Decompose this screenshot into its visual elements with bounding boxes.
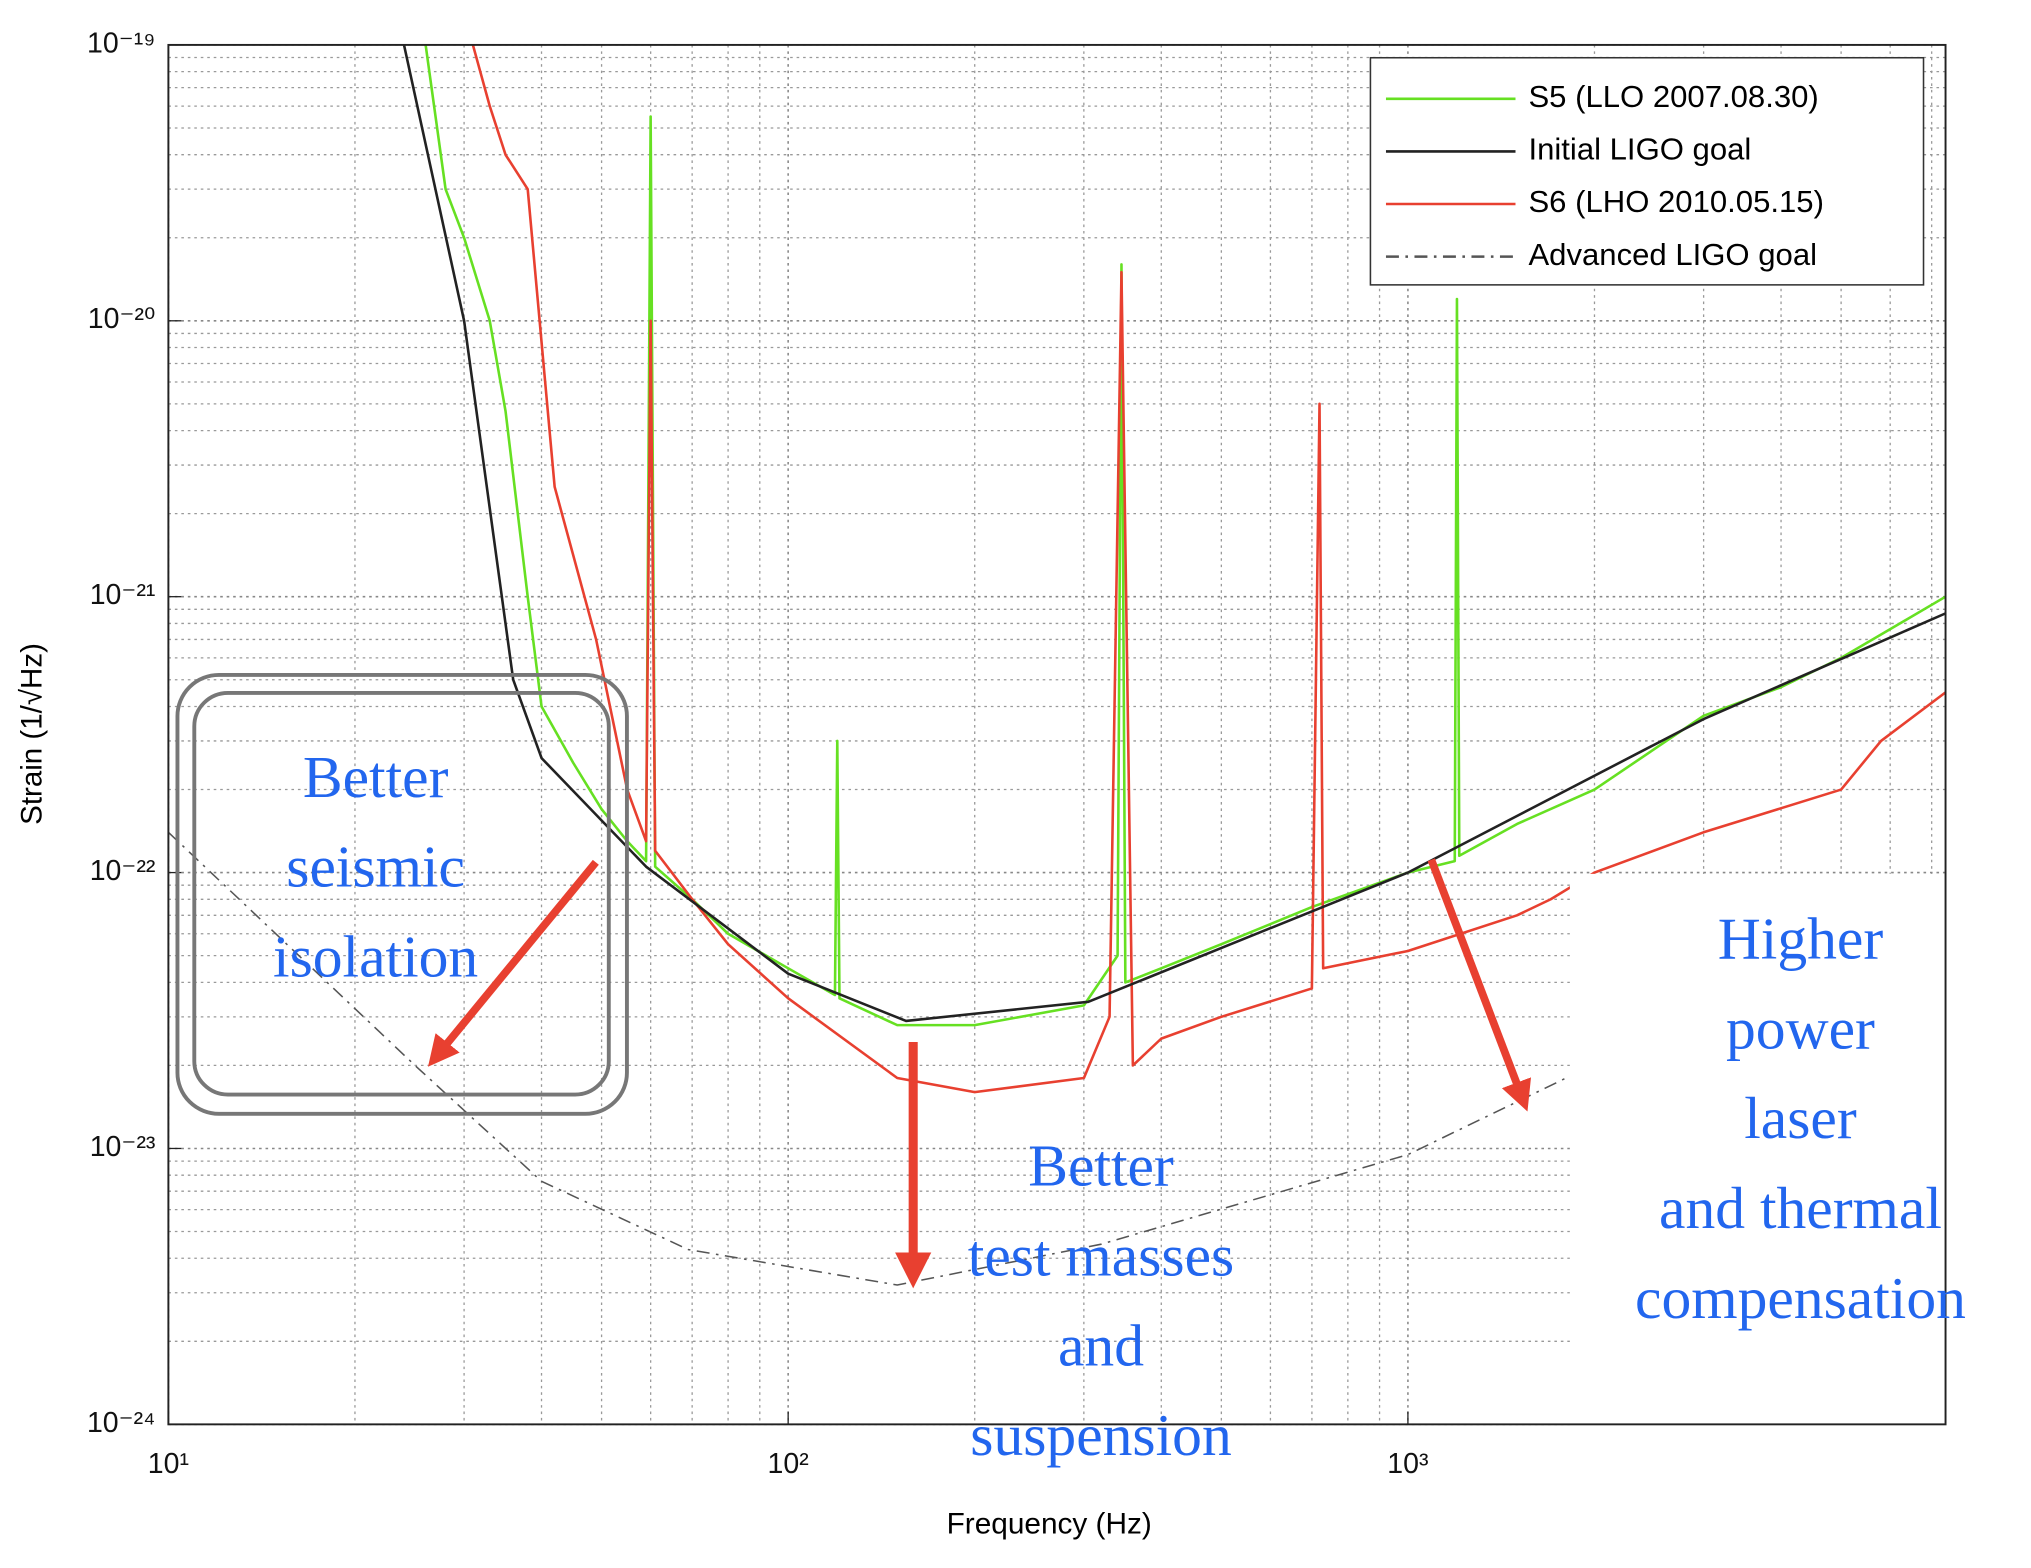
y-tick-label: 10⁻²¹ — [90, 579, 156, 611]
legend-box — [1369, 56, 1925, 286]
annotation-backdrop — [1569, 873, 2011, 1567]
y-tick-label: 10⁻¹⁹ — [87, 27, 155, 59]
annotation-text: compensation — [1635, 1265, 1966, 1331]
x-tick-label: 10³ — [1387, 1448, 1428, 1480]
annotation-text: isolation — [273, 924, 478, 990]
legend-label: S5 (LLO 2007.08.30) — [1528, 79, 1818, 114]
legend-label: Advanced LIGO goal — [1528, 237, 1817, 272]
annotation-text: test masses — [968, 1223, 1234, 1289]
series-line — [402, 44, 1947, 1023]
annotation-text: Better — [1028, 1133, 1174, 1199]
annotation-text: and thermal — [1659, 1175, 1942, 1241]
x-tick-label: 10² — [768, 1448, 809, 1480]
annotations: Better seismic isolation Better test masses a… — [273, 744, 1966, 1468]
annotation-text: and — [1058, 1313, 1144, 1379]
annotation-text: suspension — [970, 1402, 1231, 1468]
y-axis-label: Strain (1/√Hz) — [15, 643, 48, 825]
ticks: 10¹ 10² 10³ 10⁻²⁴ 10⁻²³ 10⁻²² 10⁻²¹ 10⁻²⁰ 10⁻¹⁹ — [87, 27, 1429, 1479]
legend-label: S6 (LHO 2010.05.15) — [1528, 184, 1823, 219]
annotation-text: laser — [1744, 1085, 1857, 1151]
arrow — [428, 859, 599, 1067]
highlight-box-outer — [175, 673, 629, 1116]
legend-label: Initial LIGO goal — [1528, 132, 1751, 167]
annotation-text: Higher — [1718, 906, 1884, 972]
y-tick-label: 10⁻²⁴ — [87, 1407, 155, 1439]
annotation-text: seismic — [286, 834, 465, 900]
series-line — [471, 44, 1947, 1094]
series-line — [167, 831, 1567, 1286]
plot-frame — [167, 43, 1947, 1426]
arrow — [1427, 858, 1532, 1112]
plot-root: 10¹ 10² 10³10⁻²⁴10⁻²³10⁻²²10⁻²¹10⁻²⁰10⁻¹⁹ … — [15, 27, 2011, 1567]
series-line — [424, 44, 1947, 1027]
lines — [167, 44, 1947, 1286]
x-tick-label: 10¹ — [148, 1448, 189, 1480]
highlight-box-inner — [192, 691, 611, 1097]
annotation-text: power — [1726, 996, 1875, 1062]
annotation-text: Better — [303, 744, 449, 810]
y-tick-label: 10⁻²² — [90, 855, 156, 887]
x-axis-label: Frequency (Hz) — [947, 1508, 1152, 1541]
y-tick-label: 10⁻²³ — [90, 1131, 156, 1163]
legend: S5 (LLO 2007.08.30) Initial LIGO goal S6 (… — [1385, 79, 1824, 272]
y-tick-label: 10⁻²⁰ — [88, 303, 156, 335]
